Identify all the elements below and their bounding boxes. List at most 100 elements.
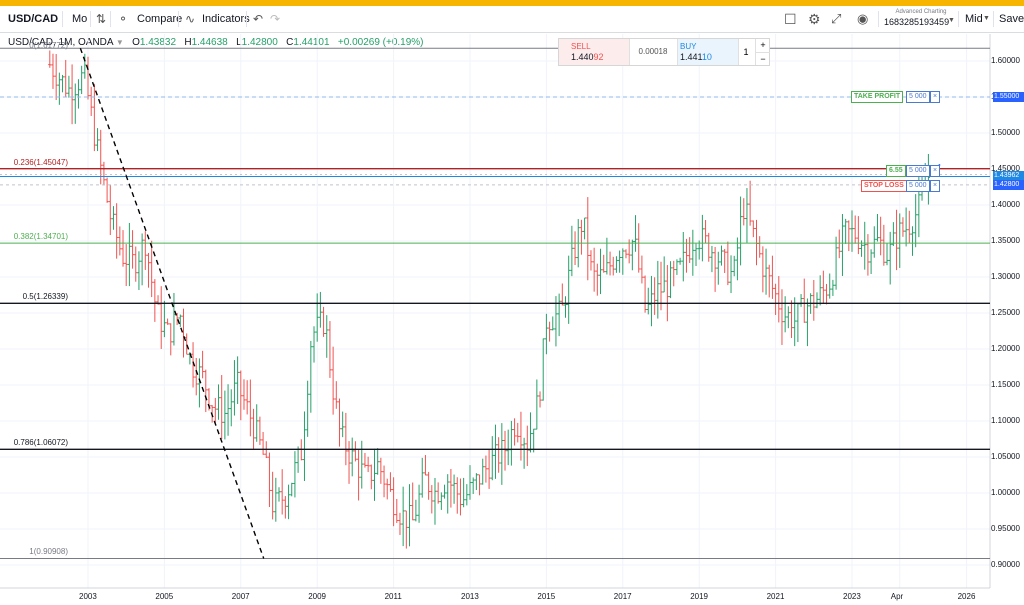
compare-icon[interactable]: ⚬ [118,12,129,26]
ohlc-bar [745,188,749,243]
ohlc-bar [60,74,65,93]
undo-icon[interactable]: ↶ [253,12,264,26]
ohlc-bar [213,397,217,423]
position-quantity[interactable]: 5 000 [906,165,930,178]
ohlc-bar [694,243,698,266]
ohlc-bar [306,380,310,437]
indicators-icon[interactable]: ∿ [185,12,196,26]
ohlc-bar [477,474,482,496]
ohlc-bar [681,231,685,282]
stop-loss-close-icon[interactable]: × [930,179,941,192]
fib-trend-line[interactable] [79,48,265,559]
ohlc-bar [904,207,908,247]
take-profit-label[interactable]: TAKE PROFIT [851,91,904,103]
save-button[interactable]: Save [999,13,1024,25]
ohlc-bar [668,261,673,299]
legend-title[interactable]: USD/CAD, 1M, OANDA [8,37,114,48]
camera-icon[interactable]: ◉ [857,11,869,26]
chart-style-icon[interactable]: ⇅ [96,12,107,26]
position-close-icon[interactable]: × [930,165,941,178]
ohlc-bar [411,482,415,521]
legend-low-value: 1.42800 [241,37,278,48]
ohlc-bar [392,477,396,527]
chevron-down-icon[interactable]: ▼ [948,17,955,24]
ohlc-bar [150,240,154,298]
ohlc-bar [758,236,762,258]
price-axis-tick: 1.00000 [991,488,1020,497]
ohlc-bar [86,56,90,100]
ohlc-bar [280,469,284,515]
fullscreen-box-icon[interactable]: ☐ [784,11,797,27]
ohlc-bar [678,257,682,265]
take-profit-close-icon[interactable]: × [930,91,941,103]
ohlc-bar [840,213,845,276]
price-axis-tick: 0.90000 [991,560,1020,569]
stop-loss-label[interactable]: STOP LOSS [861,179,907,192]
ohlc-bar [423,455,428,476]
ohlc-bar [802,278,806,323]
ohlc-bar [115,203,119,259]
ohlc-bar [430,485,434,514]
compare-button[interactable]: Compare [137,13,183,25]
ohlc-bar [337,398,342,447]
ohlc-bar [239,370,243,421]
take-profit-quantity[interactable]: 5 000 [906,91,930,103]
quantity-increase-button[interactable]: + [756,39,770,53]
ohlc-bar [898,213,902,268]
ohlc-bar [487,448,491,489]
ohlc-bar [551,316,555,331]
ohlc-bar [856,216,860,255]
ohlc-bar [325,315,329,358]
ohlc-bar [732,255,736,277]
symbol-search[interactable]: USD/CAD [8,13,59,25]
ohlc-bar [691,229,695,276]
redo-icon[interactable]: ↷ [270,12,281,26]
price-axis-tick: 1.25000 [991,308,1020,317]
ohlc-bar [885,243,889,266]
layout-name[interactable]: 1683285193459 [884,17,950,27]
ohlc-bar [500,423,504,485]
quantity-decrease-button[interactable]: − [760,54,766,64]
gear-icon[interactable]: ⚙ [808,11,821,27]
interval-selector[interactable]: Mo [72,13,88,25]
indicators-button[interactable]: Indicators [202,13,250,25]
ohlc-bar [888,231,892,285]
ohlc-bar [309,340,313,413]
fib-level-label: 0.236(1.45047) [13,157,68,167]
ohlc-bar [404,510,408,549]
buy-label: BUY [680,42,697,51]
ohlc-bar [872,226,876,258]
ohlc-bar [818,275,822,306]
ohlc-bar [130,230,135,269]
price-mode-selector[interactable]: Mid [965,13,983,25]
quantity-input[interactable]: 1 [743,47,749,57]
expand-icon[interactable]: ⤢ [831,11,842,26]
chevron-down-icon[interactable]: ▼ [115,38,124,47]
ohlc-bar [201,350,205,379]
ohlc-bar [579,219,584,255]
ohlc-bar [716,251,720,285]
stop-loss-quantity[interactable]: 5 000 [906,179,930,192]
chevron-down-icon[interactable]: ▼ [983,15,990,22]
ohlc-bar [656,260,660,319]
toolbar-divider [958,11,959,27]
ohlc-bar [121,230,125,267]
ohlc-bar [159,286,163,349]
ohlc-bar [602,254,606,273]
ohlc-bar [481,458,485,485]
ohlc-bar [229,389,233,427]
ohlc-bar [312,326,316,363]
buy-button[interactable]: BUY 1.44110 [677,39,739,65]
ohlc-bar [637,223,641,273]
ohlc-bar [866,234,870,276]
ohlc-bar [853,215,857,244]
legend-change: +0.00269 (+0.19%) [337,37,424,48]
ohlc-bar [344,412,348,466]
position-pl[interactable]: 6.55 [886,165,906,178]
quantity-stepper: + − [755,39,770,65]
sell-button[interactable]: SELL 1.44092 [559,39,630,65]
ohlc-bar [67,75,71,98]
ohlc-bar [729,255,733,294]
ohlc-bar [742,198,746,226]
